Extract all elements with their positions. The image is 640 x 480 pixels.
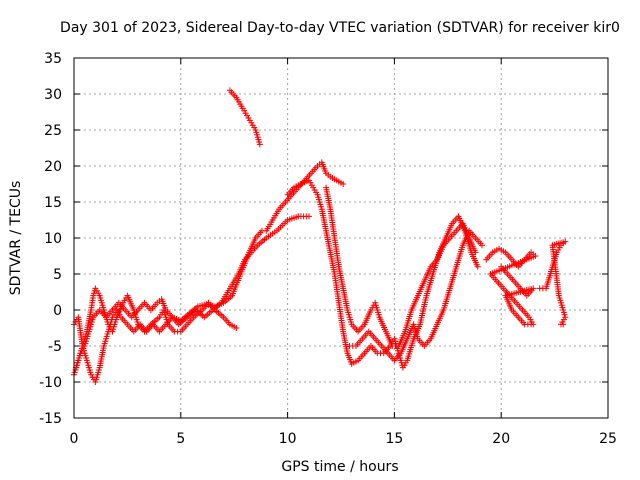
x-tick-label: 5 <box>176 431 185 447</box>
axis-ticks: 0 5 10 15 20 25 -15 -10 -5 0 5 10 15 20 25 30 35 <box>39 51 617 447</box>
x-tick-label: 15 <box>385 431 403 447</box>
y-tick-label: -5 <box>48 339 62 355</box>
y-axis-label: SDTVAR / TECUs <box>8 181 24 296</box>
y-tick-label: 20 <box>44 159 62 175</box>
data-point <box>340 181 347 187</box>
y-tick-label: 35 <box>44 51 62 67</box>
y-tick-label: 5 <box>53 267 62 283</box>
x-tick-label: 0 <box>70 431 79 447</box>
y-tick-label: 25 <box>44 123 62 139</box>
data-point <box>478 242 485 249</box>
y-tick-label: -15 <box>39 411 62 427</box>
y-tick-label: 15 <box>44 195 62 211</box>
x-axis-label: GPS time / hours <box>281 459 398 475</box>
data-point <box>305 213 312 220</box>
data-point <box>560 321 567 328</box>
data-point <box>472 249 479 256</box>
data-point <box>256 141 263 148</box>
data-point <box>528 321 535 328</box>
plot-frame <box>73 57 609 419</box>
x-tick-label: 20 <box>492 431 510 447</box>
data-points <box>71 87 569 385</box>
data-point <box>233 325 240 331</box>
x-tick-label: 10 <box>279 431 297 447</box>
y-tick-label: -10 <box>39 375 62 391</box>
y-tick-label: 30 <box>44 87 62 103</box>
chart-title: Day 301 of 2023, Sidereal Day-to-day VTE… <box>60 20 620 36</box>
y-tick-label: 10 <box>44 231 62 247</box>
x-tick-label: 25 <box>599 431 617 447</box>
y-tick-label: 0 <box>53 303 62 319</box>
data-point <box>474 263 481 270</box>
